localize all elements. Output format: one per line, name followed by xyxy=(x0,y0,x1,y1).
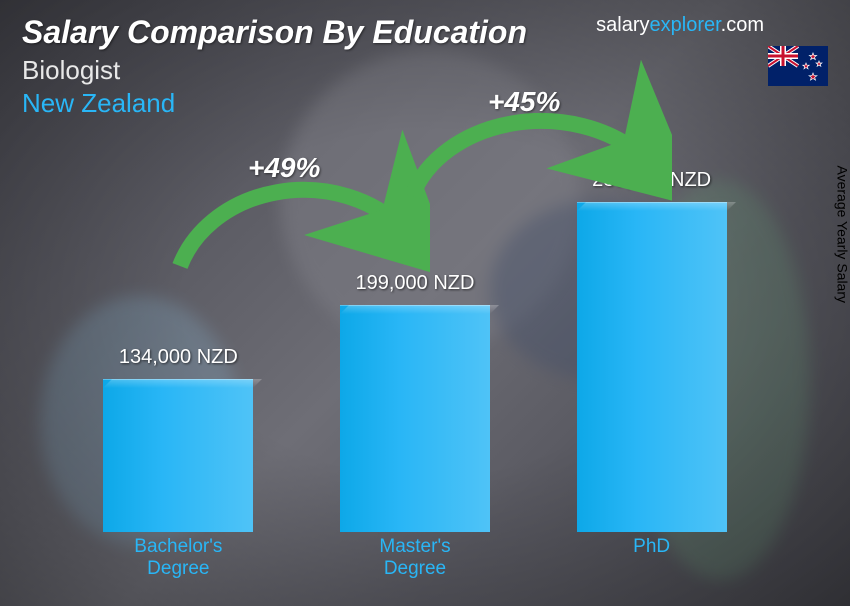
chart-subtitle: Biologist xyxy=(22,55,828,86)
flag-icon xyxy=(768,46,828,86)
bar-value-0: 134,000 NZD xyxy=(119,346,238,369)
bar-group-2: 289,000 NZD xyxy=(567,169,737,532)
bar-group-0: 134,000 NZD xyxy=(93,346,263,532)
brand-suffix: .com xyxy=(721,14,764,36)
bar-0 xyxy=(103,379,253,532)
chart-country: New Zealand xyxy=(22,88,828,119)
bar-2 xyxy=(577,202,727,532)
bar-1 xyxy=(340,305,490,532)
x-label-2: PhD xyxy=(567,536,737,582)
brand-mid: explorer xyxy=(650,14,721,36)
bar-value-1: 199,000 NZD xyxy=(356,272,475,295)
x-label-0: Bachelor'sDegree xyxy=(93,536,263,582)
x-label-1: Master'sDegree xyxy=(330,536,500,582)
increase-pct-1: +49% xyxy=(248,152,320,184)
y-axis-label: Average Yearly Salary xyxy=(834,166,850,304)
bar-value-2: 289,000 NZD xyxy=(592,169,711,192)
brand-watermark: salaryexplorer.com xyxy=(596,14,764,37)
bar-chart: 134,000 NZD 199,000 NZD 289,000 NZD Bachel… xyxy=(60,140,770,582)
brand-prefix: salary xyxy=(596,14,649,36)
bar-group-1: 199,000 NZD xyxy=(330,272,500,532)
